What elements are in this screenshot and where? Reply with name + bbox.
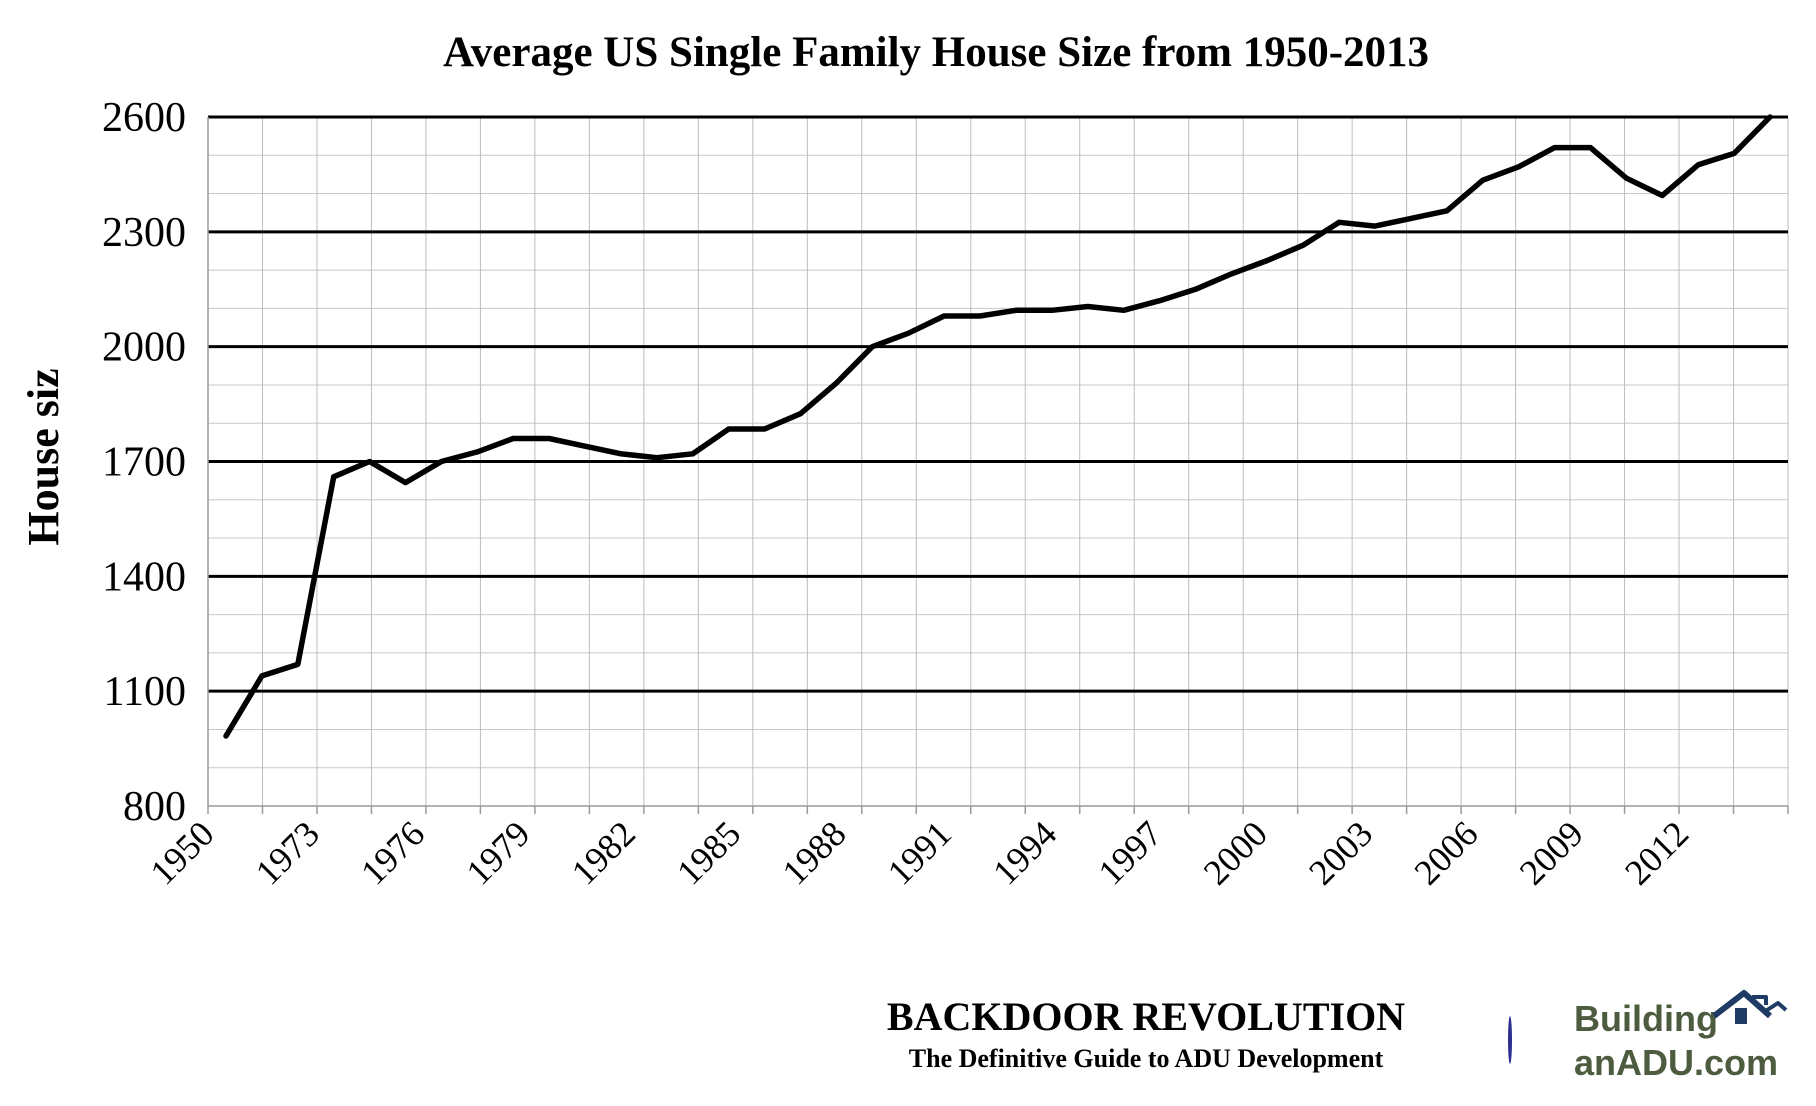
data-point bbox=[835, 382, 837, 384]
brand-title: BACKDOOR REVOLUTION bbox=[887, 994, 1405, 1039]
x-tick-label: 2000 bbox=[1196, 813, 1275, 892]
data-point bbox=[1410, 217, 1412, 219]
data-point bbox=[1733, 152, 1735, 154]
x-tick-label: 2009 bbox=[1512, 813, 1591, 892]
series-layer bbox=[223, 114, 1773, 739]
chart-title: Average US Single Family House Size from… bbox=[443, 29, 1429, 76]
x-tick-label: 1982 bbox=[564, 813, 643, 892]
data-point bbox=[871, 346, 873, 348]
x-tick-label: 1994 bbox=[985, 813, 1064, 892]
data-point bbox=[225, 735, 227, 737]
data-point bbox=[548, 438, 550, 440]
data-point bbox=[297, 663, 299, 665]
data-point bbox=[333, 476, 335, 478]
data-point bbox=[1266, 260, 1268, 262]
data-point bbox=[440, 461, 442, 462]
x-tick-label: 1988 bbox=[774, 813, 853, 892]
data-point bbox=[943, 315, 945, 317]
data-point bbox=[1446, 210, 1448, 212]
data-point bbox=[1338, 221, 1340, 223]
data-point bbox=[1087, 305, 1089, 307]
logo-text-domain: anADU.com bbox=[1574, 1042, 1778, 1083]
data-point bbox=[656, 457, 658, 459]
x-tick-label: 1979 bbox=[458, 813, 537, 892]
data-point bbox=[1661, 194, 1663, 196]
data-point bbox=[764, 428, 766, 430]
data-point bbox=[728, 428, 730, 430]
data-point bbox=[1230, 273, 1232, 275]
data-point bbox=[1482, 179, 1484, 181]
data-point bbox=[369, 461, 371, 462]
data-point bbox=[405, 482, 406, 484]
y-tick-label: 2000 bbox=[102, 325, 186, 371]
data-point bbox=[1159, 300, 1161, 302]
data-point bbox=[512, 438, 514, 440]
data-point bbox=[1123, 309, 1125, 311]
data-point bbox=[1374, 225, 1376, 227]
data-point bbox=[1051, 309, 1053, 311]
data-point bbox=[476, 451, 478, 453]
x-tick-label: 1985 bbox=[669, 813, 748, 892]
data-point bbox=[800, 413, 801, 415]
y-tick-label: 1400 bbox=[102, 554, 186, 600]
data-point bbox=[620, 453, 622, 455]
data-point bbox=[1195, 288, 1196, 290]
y-tick-label: 1100 bbox=[104, 669, 186, 715]
y-tick-label: 1700 bbox=[102, 440, 186, 486]
x-tick-label: 1976 bbox=[353, 813, 432, 892]
data-point bbox=[692, 453, 694, 455]
x-tick-label: 1991 bbox=[880, 813, 959, 892]
axes bbox=[207, 117, 1789, 814]
data-point bbox=[1302, 244, 1304, 246]
data-point bbox=[261, 675, 263, 677]
logo-text-building: Building bbox=[1574, 998, 1718, 1039]
x-tick-label: 1997 bbox=[1090, 813, 1169, 892]
data-point bbox=[584, 445, 586, 447]
data-point bbox=[1769, 116, 1771, 118]
x-tick-label: 2003 bbox=[1301, 813, 1380, 892]
data-point bbox=[1625, 177, 1627, 179]
y-tick-label: 2300 bbox=[102, 210, 186, 256]
gridlines bbox=[208, 115, 1789, 806]
x-tick-label: 1973 bbox=[248, 813, 327, 892]
house-icon bbox=[1712, 990, 1788, 1024]
y-tick-label: 800 bbox=[123, 784, 186, 830]
data-point bbox=[979, 315, 981, 317]
series-line bbox=[223, 114, 1773, 739]
data-point bbox=[1518, 166, 1520, 168]
brand-subtitle: The Definitive Guide to ADU Development bbox=[909, 1044, 1384, 1073]
x-tick-label: 2006 bbox=[1406, 813, 1485, 892]
y-axis-label: House siz bbox=[19, 368, 68, 545]
brand-block: BACKDOOR REVOLUTION The Definitive Guide… bbox=[887, 994, 1512, 1073]
data-point bbox=[1554, 147, 1556, 149]
y-tick-label: 2600 bbox=[102, 95, 186, 141]
logo: Building anADU.com bbox=[1574, 990, 1788, 1083]
data-point bbox=[1697, 164, 1699, 166]
data-point bbox=[1015, 309, 1017, 311]
x-tick-label: 2012 bbox=[1617, 813, 1696, 892]
divider-mark bbox=[1508, 1016, 1512, 1064]
data-point bbox=[1590, 147, 1591, 149]
data-point bbox=[907, 332, 909, 334]
